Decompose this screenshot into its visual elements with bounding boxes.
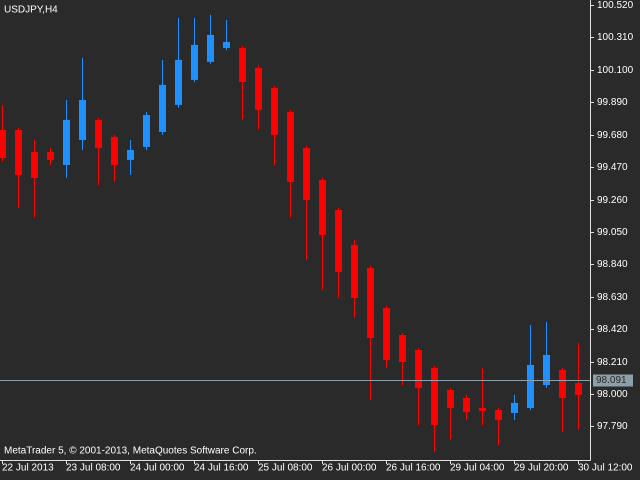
candle-body [511,402,518,413]
x-tick-label: 24 Jul 00:00 [130,463,185,474]
candle-body [351,244,358,298]
x-tick-label: 25 Jul 08:00 [258,463,313,474]
candle-body [559,369,566,398]
candle-body [463,397,470,413]
candle-body [0,129,6,159]
y-tick-label: 99.470 [597,162,628,173]
candle-body [367,267,374,338]
candle-body [383,308,390,361]
candle-body [47,151,54,160]
x-tick-label: 23 Jul 08:00 [66,463,121,474]
candle-body [95,119,102,148]
candle-body [175,59,182,105]
candle-body [303,147,310,200]
x-tick-label: 29 Jul 04:00 [450,463,505,474]
candle-body [335,210,342,272]
x-tick-label: 29 Jul 20:00 [514,463,569,474]
y-tick-label: 98.000 [597,389,628,400]
bid-label-box [593,374,633,387]
candle-body [287,111,294,182]
candle-body [207,34,214,62]
x-tick-label: 24 Jul 16:00 [194,463,249,474]
candle-body [431,367,438,425]
candle-body [575,382,582,395]
candle-body [319,179,326,236]
candle-body [271,87,278,135]
x-tick-label: 22 Jul 2013 [2,463,54,474]
y-tick-label: 97.790 [597,421,628,432]
candle-body [479,407,486,411]
candle-body [223,41,230,48]
x-tick-label: 26 Jul 00:00 [322,463,377,474]
candle-body [15,129,22,175]
y-tick-label: 99.890 [597,97,628,108]
candle-body [31,151,38,178]
candle-body [63,119,70,165]
candle-body [143,114,150,147]
y-tick-label: 99.260 [597,195,628,206]
copyright: MetaTrader 5, © 2001-2013, MetaQuotes So… [4,446,257,457]
chart-title: USDJPY,H4 [4,5,58,16]
candle-body [111,136,118,165]
candle-body [399,335,406,363]
bid-label: 98.091 [596,375,627,386]
y-tick-label: 98.630 [597,292,628,303]
candle-body [79,99,86,140]
y-tick-label: 100.520 [597,0,634,11]
y-tick-label: 99.680 [597,130,628,141]
y-tick-label: 98.840 [597,259,628,270]
candle-body [543,354,550,386]
candle-body [159,84,166,132]
candle-body [495,410,502,421]
y-tick-label: 100.100 [597,65,634,76]
y-tick-label: 98.420 [597,324,628,335]
candle-body [447,389,454,408]
candle-body [239,47,246,82]
candle-body [191,44,198,80]
candle-body [127,149,134,160]
candle-body [415,349,422,388]
candle-body [255,67,262,110]
y-tick-label: 99.050 [597,227,628,238]
y-tick-label: 100.310 [597,32,634,43]
y-tick-label: 98.210 [597,357,628,368]
x-tick-label: 30 Jul 12:00 [578,463,633,474]
x-tick-label: 26 Jul 16:00 [386,463,441,474]
candle-body [527,364,534,408]
